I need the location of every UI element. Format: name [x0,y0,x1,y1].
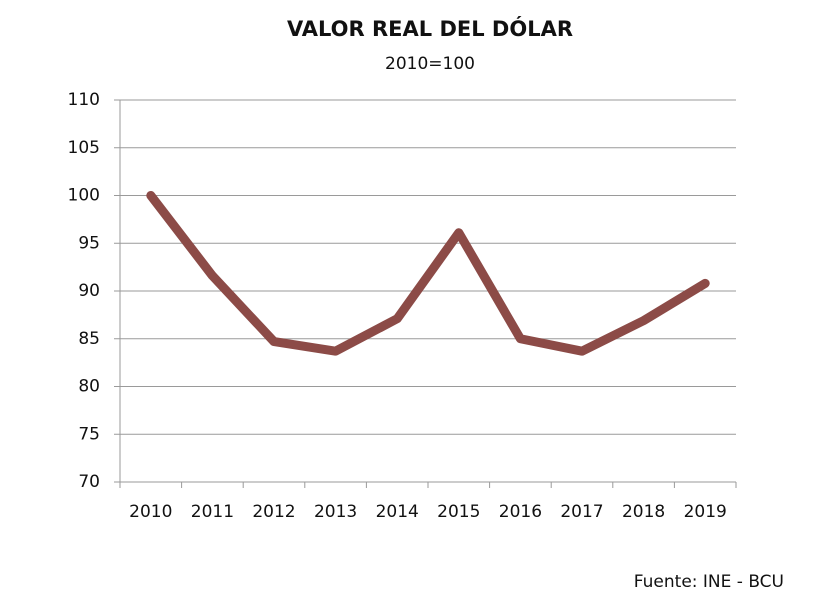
x-tick-label: 2015 [437,502,480,522]
x-tick-label: 2011 [191,502,234,522]
y-tick-label: 85 [78,329,100,349]
y-tick-label: 110 [68,90,100,110]
x-tick-label: 2019 [684,502,727,522]
y-tick-label: 95 [78,233,100,253]
y-tick-label: 100 [68,186,100,206]
x-tick-label: 2016 [499,502,542,522]
y-tick-label: 70 [78,472,100,492]
y-tick-label: 105 [68,138,100,158]
x-tick-label: 2013 [314,502,357,522]
y-tick-label: 80 [78,377,100,397]
x-tick-label: 2010 [129,502,172,522]
y-tick-label: 75 [78,424,100,444]
x-tick-label: 2014 [376,502,419,522]
x-tick-label: 2017 [560,502,603,522]
x-tick-label: 2012 [252,502,295,522]
source: Fuente: INE - BCU [634,572,784,592]
chart-subtitle: 2010=100 [385,54,475,74]
data-line [146,191,710,356]
chart-title: VALOR REAL DEL DÓLAR [287,16,573,41]
y-tick-label: 90 [78,281,100,301]
x-tick-label: 2018 [622,502,665,522]
